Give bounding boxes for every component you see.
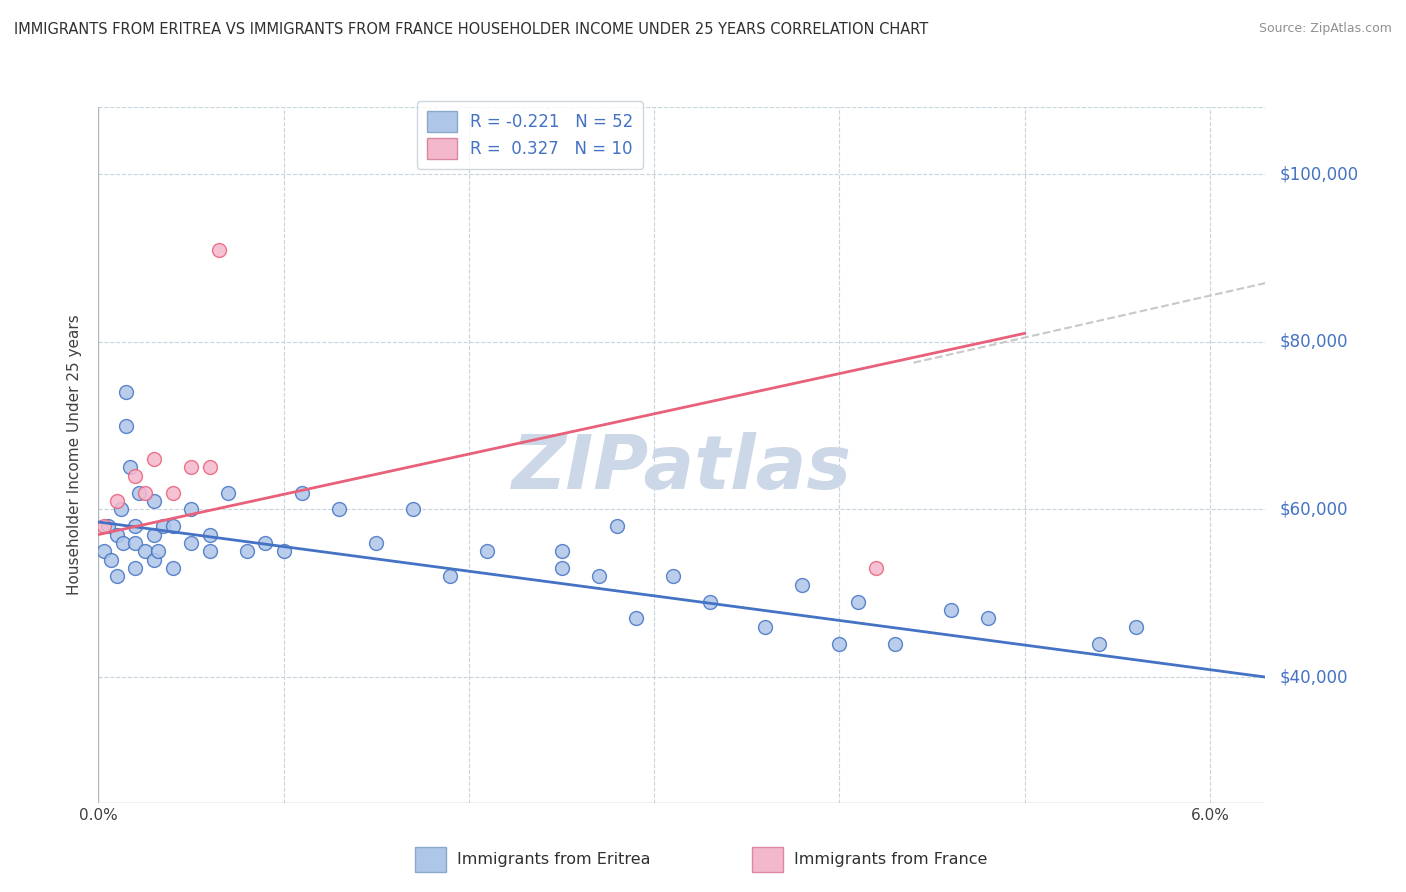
- Point: [143, 552, 166, 566]
- Point: [366, 536, 388, 550]
- Point: [198, 460, 221, 475]
- Point: [254, 536, 277, 550]
- Point: [828, 636, 851, 650]
- Point: [477, 544, 499, 558]
- Point: [128, 485, 150, 500]
- Point: [115, 418, 138, 433]
- Text: Source: ZipAtlas.com: Source: ZipAtlas.com: [1258, 22, 1392, 36]
- Point: [162, 485, 184, 500]
- Point: [588, 569, 610, 583]
- Point: [180, 536, 202, 550]
- Point: [93, 544, 115, 558]
- Point: [439, 569, 461, 583]
- Point: [162, 519, 184, 533]
- Text: $40,000: $40,000: [1279, 668, 1348, 686]
- Point: [402, 502, 425, 516]
- Text: ZIPatlas: ZIPatlas: [512, 433, 852, 506]
- Legend: R = -0.221   N = 52, R =  0.327   N = 10: R = -0.221 N = 52, R = 0.327 N = 10: [418, 102, 644, 169]
- Point: [134, 544, 156, 558]
- FancyBboxPatch shape: [415, 847, 446, 872]
- Point: [115, 385, 138, 400]
- Point: [235, 544, 257, 558]
- Point: [180, 460, 202, 475]
- Point: [661, 569, 683, 583]
- Point: [143, 452, 166, 467]
- Point: [884, 636, 907, 650]
- Point: [754, 620, 776, 634]
- Point: [1125, 620, 1147, 634]
- Point: [624, 611, 647, 625]
- Point: [939, 603, 962, 617]
- Point: [124, 561, 146, 575]
- Point: [111, 536, 134, 550]
- Point: [180, 502, 202, 516]
- Text: $80,000: $80,000: [1279, 333, 1348, 351]
- Point: [124, 468, 146, 483]
- Point: [846, 594, 869, 608]
- Point: [105, 494, 128, 508]
- Text: Immigrants from Eritrea: Immigrants from Eritrea: [457, 853, 651, 867]
- Point: [328, 502, 350, 516]
- Point: [110, 502, 132, 516]
- Point: [105, 569, 128, 583]
- Point: [124, 536, 146, 550]
- Point: [699, 594, 721, 608]
- Point: [134, 485, 156, 500]
- Point: [93, 519, 115, 533]
- Point: [792, 578, 814, 592]
- Point: [217, 485, 239, 500]
- Point: [152, 519, 174, 533]
- Point: [100, 552, 122, 566]
- Point: [1087, 636, 1109, 650]
- Point: [550, 544, 572, 558]
- Point: [865, 561, 887, 575]
- Point: [976, 611, 998, 625]
- Point: [291, 485, 314, 500]
- Point: [273, 544, 295, 558]
- Point: [198, 527, 221, 541]
- Point: [208, 243, 231, 257]
- Point: [105, 527, 128, 541]
- Y-axis label: Householder Income Under 25 years: Householder Income Under 25 years: [67, 315, 83, 595]
- Point: [118, 460, 141, 475]
- Point: [162, 561, 184, 575]
- Point: [550, 561, 572, 575]
- Point: [606, 519, 628, 533]
- FancyBboxPatch shape: [752, 847, 783, 872]
- Text: $100,000: $100,000: [1279, 165, 1358, 183]
- Text: Immigrants from France: Immigrants from France: [794, 853, 988, 867]
- Point: [146, 544, 169, 558]
- Point: [143, 494, 166, 508]
- Text: $60,000: $60,000: [1279, 500, 1348, 518]
- Point: [143, 527, 166, 541]
- Point: [198, 544, 221, 558]
- Point: [97, 519, 120, 533]
- Point: [124, 519, 146, 533]
- Text: IMMIGRANTS FROM ERITREA VS IMMIGRANTS FROM FRANCE HOUSEHOLDER INCOME UNDER 25 YE: IMMIGRANTS FROM ERITREA VS IMMIGRANTS FR…: [14, 22, 928, 37]
